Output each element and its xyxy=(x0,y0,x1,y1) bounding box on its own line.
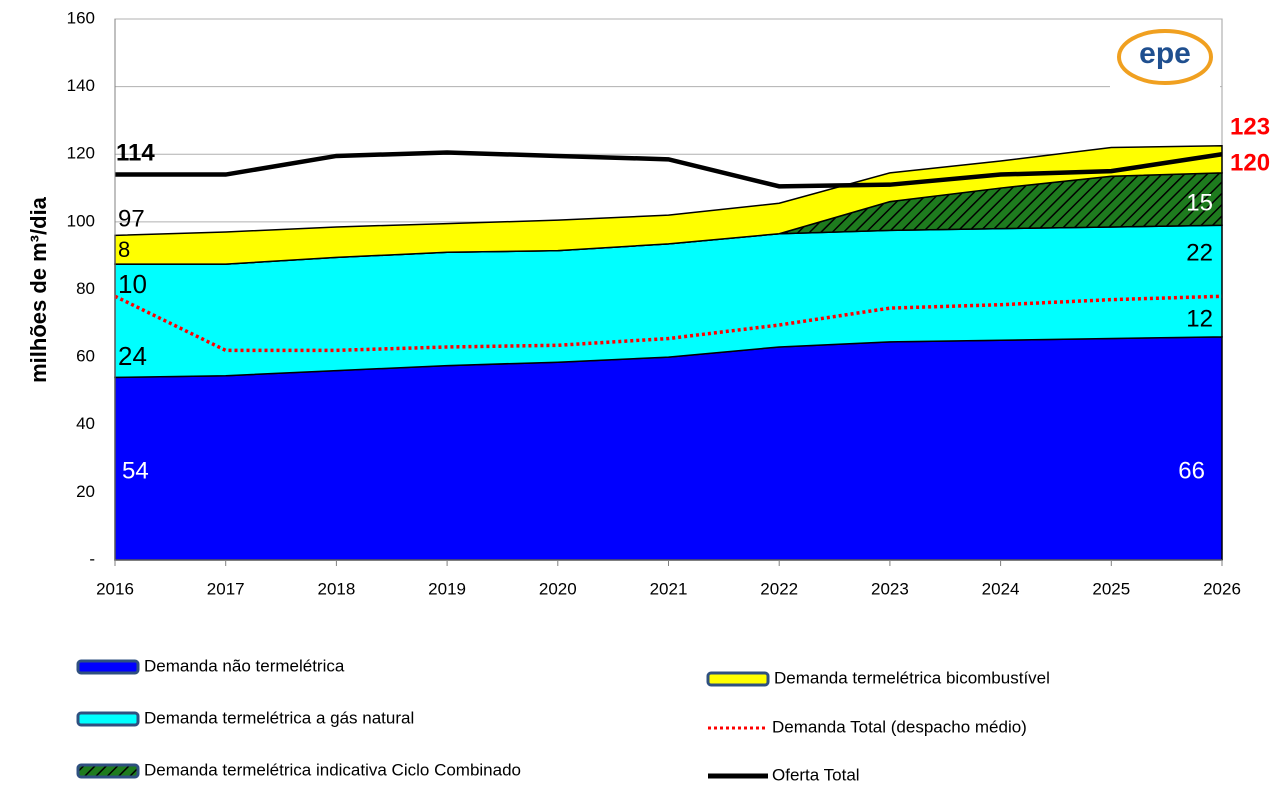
legend-swatch xyxy=(76,711,140,727)
x-tick-label: 2023 xyxy=(871,579,909,598)
annotation: 12 xyxy=(1186,305,1213,332)
x-tick-label: 2025 xyxy=(1092,579,1130,598)
annotation: 54 xyxy=(122,457,149,484)
x-tick-label: 2024 xyxy=(982,579,1020,598)
annotation: 114 xyxy=(116,139,155,166)
x-tick-label: 2022 xyxy=(760,579,798,598)
legend-label: Demanda termelétrica bicombustível xyxy=(774,668,1050,687)
legend-item: Oferta Total xyxy=(708,765,860,784)
y-tick-label: 20 xyxy=(76,482,95,501)
y-tick-label: 40 xyxy=(76,414,95,433)
x-tick-label: 2020 xyxy=(539,579,577,598)
legend-label: Demanda Total (despacho médio) xyxy=(772,717,1027,736)
legend-swatch xyxy=(76,659,140,675)
y-tick-label: - xyxy=(89,549,95,568)
annotation: 15 xyxy=(1186,189,1213,216)
legend-item: Demanda termelétrica bicombustível xyxy=(706,668,1050,687)
annotation: 97 xyxy=(118,205,145,232)
annotation: 66 xyxy=(1178,457,1205,484)
line xyxy=(115,150,1223,189)
y-tick-label: 120 xyxy=(67,144,95,163)
legend-swatch xyxy=(706,671,770,687)
legend-swatch xyxy=(76,763,140,779)
x-tick-label: 2021 xyxy=(650,579,688,598)
x-tick-label: 2017 xyxy=(207,579,245,598)
legend-label: Oferta Total xyxy=(772,765,860,784)
annotation: 120 xyxy=(1230,149,1270,176)
legend-item: Demanda termelétrica a gás natural xyxy=(76,708,414,727)
legend-label: Demanda termelétrica a gás natural xyxy=(144,708,414,727)
logo: epe xyxy=(1139,37,1191,70)
annotation: 8 xyxy=(118,237,130,262)
x-tick-label: 2018 xyxy=(317,579,355,598)
annotation: 22 xyxy=(1186,239,1213,266)
y-tick-label: 160 xyxy=(67,8,95,27)
y-tick-label: 100 xyxy=(67,211,95,230)
annotation: 123 xyxy=(1230,113,1270,140)
legend-item: Demanda termelétrica indicativa Ciclo Co… xyxy=(76,760,521,779)
x-tick-label: 2026 xyxy=(1203,579,1241,598)
logo-ring xyxy=(1117,29,1213,85)
y-tick-label: 80 xyxy=(76,279,95,298)
y-tick-label: 60 xyxy=(76,347,95,366)
x-tick-label: 2016 xyxy=(96,579,134,598)
legend-item: Demanda não termelétrica xyxy=(76,656,345,675)
legend-item: Demanda Total (despacho médio) xyxy=(708,717,1027,736)
y-tick-label: 140 xyxy=(67,76,95,95)
x-tick-label: 2019 xyxy=(428,579,466,598)
legend-label: Demanda termelétrica indicativa Ciclo Co… xyxy=(144,760,521,779)
y-axis-label: milhões de m³/dia xyxy=(26,196,51,383)
annotation: 10 xyxy=(118,269,147,299)
legend-label: Demanda não termelétrica xyxy=(144,656,345,675)
line xyxy=(114,294,1223,353)
annotation: 24 xyxy=(118,341,147,371)
area xyxy=(114,145,1223,265)
